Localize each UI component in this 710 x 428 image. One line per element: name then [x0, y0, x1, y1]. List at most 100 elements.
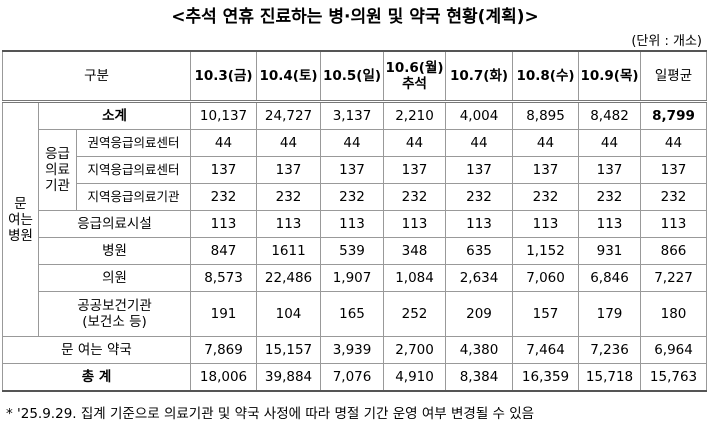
value-cell: 44 — [445, 129, 514, 157]
value-cell: 8,799 — [640, 101, 708, 130]
table-row: 의원 8,573 22,486 1,907 1,084 2,634 7,060 6,846 7,… — [3, 264, 708, 292]
header-cell: 10.3(금) — [190, 50, 258, 103]
value-cell: 539 — [320, 237, 385, 265]
value-cell: 137 — [578, 156, 642, 184]
header-cell: 10.9(목) — [578, 50, 642, 103]
value-cell: 16,359 — [512, 363, 580, 392]
value-cell: 2,700 — [383, 336, 447, 364]
value-cell: 8,482 — [578, 101, 642, 130]
value-cell: 2,210 — [383, 101, 447, 130]
value-cell: 137 — [512, 156, 580, 184]
value-cell: 137 — [383, 156, 447, 184]
value-cell: 24,727 — [256, 101, 322, 130]
value-cell: 7,060 — [512, 264, 580, 292]
table-row: 지역응급의료센터 137 137 137 137 137 137 137 137 — [3, 156, 708, 184]
value-cell: 113 — [512, 210, 580, 238]
value-cell: 847 — [190, 237, 258, 265]
value-cell: 3,137 — [320, 101, 385, 130]
value-cell: 232 — [320, 183, 385, 211]
value-cell: 1611 — [256, 237, 322, 265]
value-cell: 8,384 — [445, 363, 514, 392]
data-table: 구분 10.3(금) 10.4(토) 10.5(일) 10.6(월) 추석 10.7(화)… — [1, 50, 708, 392]
value-cell: 232 — [578, 183, 642, 211]
value-cell: 10,137 — [190, 101, 258, 130]
header-cell: 구분 — [1, 50, 192, 103]
table-row: 공공보건기관 (보건소 등) 191 104 165 252 209 157 179 180 — [3, 291, 708, 337]
value-cell: 232 — [190, 183, 258, 211]
value-cell: 15,718 — [578, 363, 642, 392]
value-cell: 4,004 — [445, 101, 514, 130]
value-cell: 191 — [190, 291, 258, 337]
value-cell: 137 — [640, 156, 708, 184]
table-row: 응급 의료 기관 권역응급의료센터 44 44 44 44 44 44 44 44 — [3, 129, 708, 211]
value-cell: 1,084 — [383, 264, 447, 292]
table-row: 지역응급의료기관 232 232 232 232 232 232 232 232 — [3, 183, 708, 211]
value-cell: 635 — [445, 237, 514, 265]
value-cell: 232 — [445, 183, 514, 211]
row-label: 권역응급의료센터 — [75, 129, 192, 157]
header-cell: 일평균 — [640, 50, 708, 103]
header-cell: 10.7(화) — [445, 50, 514, 103]
value-cell: 232 — [640, 183, 708, 211]
value-cell: 1,152 — [512, 237, 580, 265]
value-cell: 866 — [640, 237, 708, 265]
value-cell: 2,634 — [445, 264, 514, 292]
value-cell: 8,895 — [512, 101, 580, 130]
value-cell: 104 — [256, 291, 322, 337]
value-cell: 113 — [640, 210, 708, 238]
value-cell: 137 — [256, 156, 322, 184]
value-cell: 180 — [640, 291, 708, 337]
header-cell: 10.4(토) — [256, 50, 322, 103]
value-cell: 209 — [445, 291, 514, 337]
value-cell: 44 — [512, 129, 580, 157]
value-cell: 157 — [512, 291, 580, 337]
value-cell: 44 — [578, 129, 642, 157]
value-cell: 137 — [320, 156, 385, 184]
value-cell: 15,157 — [256, 336, 322, 364]
title: <추석 연휴 진료하는 병·의원 및 약국 현황(계획)> — [171, 7, 539, 27]
value-cell: 7,227 — [640, 264, 708, 292]
value-cell: 348 — [383, 237, 447, 265]
table-row: 총 계 18,006 39,884 7,076 4,910 8,384 16,359 15,7… — [1, 363, 708, 392]
value-cell: 15,763 — [640, 363, 708, 392]
row-label: 문 여는 약국 — [1, 336, 192, 364]
row-label: 지역응급의료센터 — [75, 156, 192, 184]
value-cell: 232 — [512, 183, 580, 211]
value-cell: 1,907 — [320, 264, 385, 292]
value-cell: 113 — [383, 210, 447, 238]
header-cell: 10.8(수) — [512, 50, 580, 103]
header-cell: 10.6(월) 추석 — [383, 50, 447, 103]
value-cell: 7,076 — [320, 363, 385, 392]
value-cell: 44 — [383, 129, 447, 157]
value-cell: 6,846 — [578, 264, 642, 292]
value-cell: 7,464 — [512, 336, 580, 364]
value-cell: 44 — [190, 129, 258, 157]
value-cell: 4,910 — [383, 363, 447, 392]
value-cell: 22,486 — [256, 264, 322, 292]
value-cell: 44 — [256, 129, 322, 157]
row-label: 병원 — [37, 237, 192, 265]
value-cell: 8,573 — [190, 264, 258, 292]
value-cell: 39,884 — [256, 363, 322, 392]
value-cell: 7,869 — [190, 336, 258, 364]
value-cell: 137 — [190, 156, 258, 184]
value-cell: 6,964 — [640, 336, 708, 364]
row-label: 지역응급의료기관 — [75, 183, 192, 211]
unit: (단위 : 개소) — [631, 34, 702, 49]
table-row: 문 여는 병원 소계 10,137 24,727 3,137 2,210 4,004 8,89… — [2, 101, 708, 337]
value-cell: 7,236 — [578, 336, 642, 364]
value-cell: 137 — [445, 156, 514, 184]
table-row: 응급의료시설 113 113 113 113 113 113 113 113 — [3, 210, 708, 238]
value-cell: 113 — [190, 210, 258, 238]
row-label: 소계 — [37, 101, 192, 130]
value-cell: 113 — [256, 210, 322, 238]
value-cell: 232 — [256, 183, 322, 211]
value-cell: 3,939 — [320, 336, 385, 364]
value-cell: 44 — [640, 129, 708, 157]
row-label: 총 계 — [1, 363, 192, 392]
subgroup-label: 응급 의료 기관 — [38, 129, 77, 211]
value-cell: 252 — [383, 291, 447, 337]
footnote: * '25.9.29. 집계 기준으로 의료기관 및 약국 사정에 따라 명절 … — [6, 406, 535, 422]
table-row: 병원 847 1611 539 348 635 1,152 931 866 — [3, 237, 708, 265]
